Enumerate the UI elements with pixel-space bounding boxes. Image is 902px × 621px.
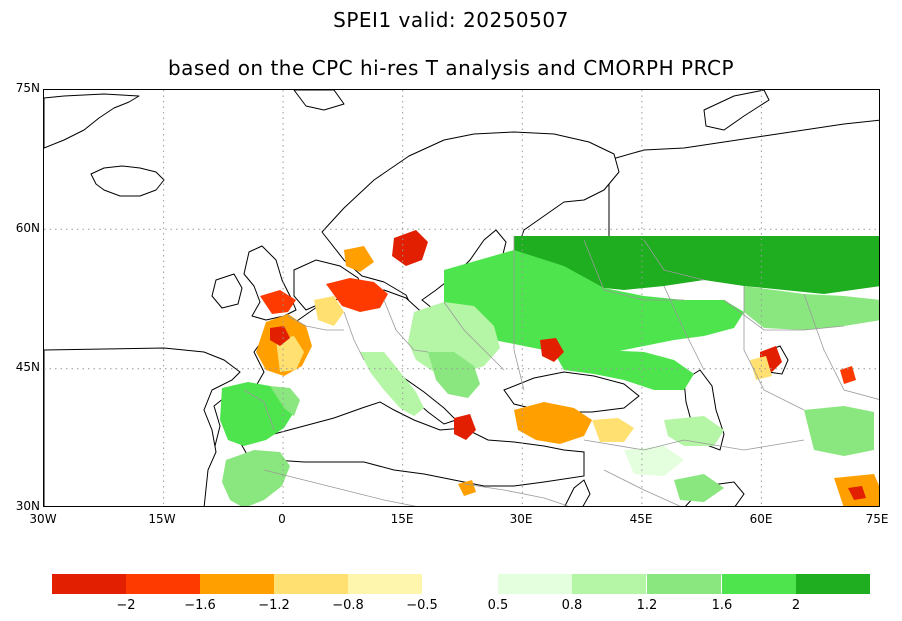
border-line-16 — [723, 299, 845, 331]
border-line-11 — [583, 439, 805, 451]
lon-label-60e: 60E — [749, 512, 773, 526]
iceland-landmass — [90, 165, 165, 197]
shade-ukraine-wet — [554, 350, 694, 390]
lon-label-45e: 45E — [629, 512, 653, 526]
legend-label: 0.5 — [487, 598, 509, 613]
lat-label-60n: 60N — [15, 221, 40, 235]
shade-pakistan-red — [848, 486, 866, 500]
map-panel — [43, 89, 880, 507]
shade-iran-green — [664, 416, 724, 446]
shade-france-light — [276, 336, 304, 372]
legend-swatch-2 — [126, 574, 200, 594]
border-line-12 — [603, 469, 681, 506]
legend-swatch-6 — [422, 574, 496, 594]
legend-swatch-4 — [274, 574, 348, 594]
border-line-3 — [663, 285, 705, 371]
lon-label-15e: 15E — [390, 512, 414, 526]
legend-label: 0.8 — [561, 598, 583, 613]
legend-swatch-9 — [647, 574, 721, 594]
lat-label-75n: 75N — [15, 81, 40, 95]
legend-label: 1.6 — [711, 598, 733, 613]
border-line-14 — [463, 483, 570, 506]
shade-sweden-light — [344, 246, 374, 272]
shade-turkey-light — [592, 418, 634, 442]
legend-swatch-3 — [200, 574, 274, 594]
shade-libya-dry — [458, 480, 476, 496]
red-sea — [564, 479, 591, 506]
ireland-landmass — [211, 273, 243, 309]
shade-russia-mid — [744, 286, 879, 330]
border-line-6 — [443, 301, 505, 371]
border-line-2 — [583, 239, 684, 301]
legend-label: −1.6 — [184, 598, 216, 613]
legend-swatch-8 — [572, 574, 646, 594]
svalbard-landmass — [293, 90, 345, 111]
color-legend: −2 −1.6 −1.2 −0.8 −0.5 0.5 0.8 1.2 1.6 2 — [0, 570, 902, 620]
border-line-5 — [803, 293, 879, 400]
legend-label: −2 — [116, 598, 136, 613]
lon-label-30w: 30W — [29, 512, 57, 526]
border-line-4 — [743, 286, 805, 411]
legend-swatch-7 — [498, 574, 572, 594]
border-line-13 — [263, 469, 417, 506]
shade-balkans — [428, 352, 480, 398]
mediterranean-sea — [239, 401, 585, 487]
lon-label-30e: 30E — [509, 512, 533, 526]
border-line-15 — [643, 239, 705, 281]
map-subtitle: based on the CPC hi-res T analysis and C… — [167, 56, 735, 80]
shade-iberia-wet — [220, 382, 294, 446]
shade-crimea-dry — [540, 338, 564, 362]
map-title: SPEI1 valid: 20250507 — [333, 8, 569, 32]
arctic-russia-coast — [608, 119, 879, 241]
borders-layer — [243, 236, 879, 506]
shade-nafrica-wet — [222, 450, 290, 506]
lat-label-30n: 30N — [15, 499, 40, 513]
shade-caspian-east-light — [750, 356, 772, 380]
shade-asia-green — [804, 406, 874, 456]
legend-label: −1.2 — [258, 598, 290, 613]
shade-sweden-dry — [392, 230, 428, 266]
gridlines — [44, 90, 879, 506]
water-layer — [44, 229, 789, 506]
legend-swatch-10 — [722, 574, 796, 594]
shade-kz-dry — [840, 366, 856, 384]
lat-label-45n: 45N — [15, 360, 40, 374]
shade-italy-wet — [360, 352, 424, 416]
shade-germany-dry — [326, 278, 388, 312]
atlantic-ocean — [44, 347, 241, 506]
legend-swatch-11 — [796, 574, 870, 594]
border-line-8 — [343, 311, 365, 361]
legend-label: −0.5 — [406, 598, 438, 613]
shade-france-red — [270, 326, 290, 346]
greenland-landmass — [44, 93, 140, 149]
lon-label-75e: 75E — [865, 512, 889, 526]
border-line-9 — [287, 315, 344, 331]
legend-swatch-5 — [348, 574, 422, 594]
map-svg — [44, 90, 879, 506]
shade-arabia-green — [674, 474, 724, 502]
lon-label-0: 0 — [278, 512, 286, 526]
border-line-7 — [383, 299, 429, 353]
shade-turkey-red — [454, 414, 476, 440]
shade-russia-wet2 — [444, 250, 744, 356]
shade-iberia-light — [270, 386, 300, 416]
novaya-zemlya-landmass — [703, 90, 770, 131]
shade-turkey-dry — [514, 402, 592, 444]
legend-label: 2 — [791, 598, 801, 613]
shade-russia-wet — [514, 236, 879, 294]
legend-label: 1.2 — [636, 598, 658, 613]
border-line-1 — [513, 236, 525, 391]
legend-swatch-1 — [52, 574, 126, 594]
spei-shading — [220, 230, 879, 506]
shade-germany-light — [314, 296, 344, 326]
shade-iraq-light — [624, 446, 684, 476]
border-line-10 — [243, 389, 275, 431]
lon-label-15w: 15W — [148, 512, 176, 526]
legend-label: −0.8 — [332, 598, 364, 613]
shade-uk-dry — [260, 290, 296, 314]
